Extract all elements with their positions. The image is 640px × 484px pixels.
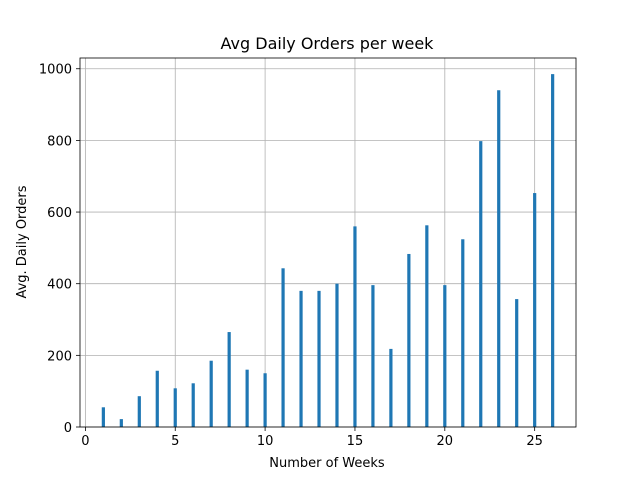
bar-week-20 (443, 285, 447, 427)
bar-week-17 (389, 348, 393, 427)
bar-week-5 (173, 388, 177, 427)
y-tick-label: 800 (47, 134, 72, 149)
x-axis-label: Number of Weeks (269, 456, 385, 471)
grid-lines (80, 58, 576, 428)
bar-week-9 (245, 369, 249, 427)
y-tick-label: 600 (47, 206, 72, 221)
bar-week-23 (497, 90, 501, 427)
bars (101, 74, 555, 427)
chart-title: Avg Daily Orders per week (221, 34, 435, 53)
x-tick-label: 5 (171, 434, 179, 449)
bar-week-3 (137, 396, 141, 427)
bar-week-1 (101, 407, 105, 427)
x-tick-label: 15 (347, 434, 364, 449)
y-axis-label: Avg. Daily Orders (15, 185, 30, 298)
plot-frame (79, 57, 577, 428)
bar-week-2 (119, 419, 123, 427)
x-tick-label: 20 (437, 434, 454, 449)
bar-week-10 (263, 373, 267, 427)
bar-week-4 (155, 370, 159, 427)
x-tick-label: 25 (526, 434, 543, 449)
y-tick-label: 400 (47, 278, 72, 293)
bar-week-11 (281, 268, 285, 427)
bar-week-21 (461, 239, 465, 427)
bar-week-8 (227, 332, 231, 427)
bar-week-22 (479, 141, 483, 427)
bar-week-16 (371, 285, 375, 427)
y-tick-label: 1000 (39, 63, 72, 78)
bar-week-18 (407, 253, 411, 427)
axis-ticks: 0 5 10 15 20 25 0 200 400 600 800 1000 (39, 63, 543, 449)
bar-week-24 (515, 299, 519, 427)
x-tick-label: 0 (81, 434, 89, 449)
bar-week-14 (335, 283, 339, 427)
bar-week-26 (551, 74, 555, 427)
bar-week-12 (299, 290, 303, 427)
y-tick-label: 0 (64, 421, 72, 436)
bar-week-25 (533, 193, 537, 427)
bar-week-15 (353, 226, 357, 427)
bar-week-19 (425, 225, 429, 427)
y-tick-label: 200 (47, 349, 72, 364)
bar-week-7 (209, 360, 213, 427)
bar-week-13 (317, 290, 321, 427)
x-tick-label: 10 (257, 434, 274, 449)
bar-week-6 (191, 383, 195, 427)
